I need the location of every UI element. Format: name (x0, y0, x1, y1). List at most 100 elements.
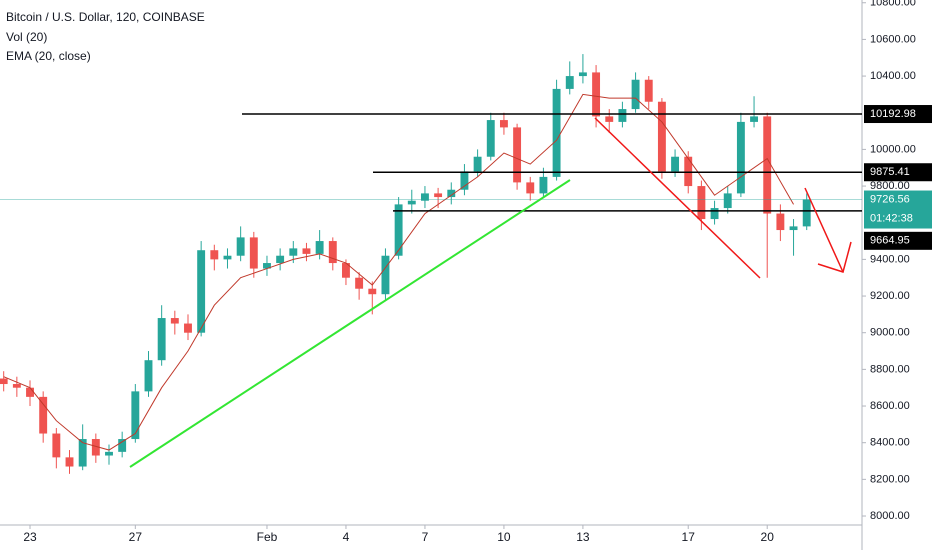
candle-body (276, 255, 285, 264)
x-tick-label: 27 (129, 530, 143, 544)
candle-body (618, 109, 627, 122)
trend-line (594, 117, 761, 279)
y-tick-label: 10000.00 (870, 143, 916, 155)
y-tick-label: 10800.00 (870, 0, 916, 9)
last-price-box (864, 190, 932, 229)
y-tick-label: 8400.00 (870, 437, 910, 449)
arrow-head (817, 241, 852, 273)
candle-body (381, 255, 390, 295)
level-label-box (864, 163, 932, 182)
candle-body (657, 101, 666, 172)
candle-body (342, 263, 350, 278)
candle-body (539, 176, 548, 194)
candle-body (394, 204, 403, 256)
level-label-box (864, 105, 932, 124)
candle-body (105, 451, 113, 456)
countdown-label: 01:42:38 (870, 212, 913, 224)
candle-body (697, 186, 706, 220)
candle-body (736, 121, 745, 194)
candle-body (52, 433, 61, 458)
candle-body (605, 116, 614, 122)
indicator-label: EMA (20, close) (6, 49, 91, 63)
candle-body (513, 127, 522, 183)
x-tick-label: 23 (23, 530, 37, 544)
x-tick-label: 10 (497, 530, 511, 544)
candle-body (355, 277, 364, 289)
level-label: 10192.98 (870, 108, 916, 120)
candle-body (131, 391, 140, 440)
candle-body (763, 116, 772, 214)
level-label: 9875.41 (870, 166, 910, 178)
x-tick-label: 17 (682, 530, 696, 544)
ema-line (3, 93, 794, 451)
y-tick-label: 9000.00 (870, 327, 910, 339)
y-tick-label: 9800.00 (870, 180, 910, 192)
x-tick-label: 20 (761, 530, 775, 544)
candle-body (526, 182, 535, 194)
level-label: 9664.95 (870, 235, 910, 247)
level-label-box (864, 231, 932, 250)
candle-body (26, 387, 34, 397)
candle-body (368, 288, 377, 295)
candle-body (184, 323, 192, 333)
x-tick-label: 13 (576, 530, 590, 544)
trend-line (129, 179, 571, 468)
arrow (804, 187, 844, 273)
candle-body (789, 226, 798, 231)
last-price-label: 9726.56 (870, 193, 910, 205)
candle-body (263, 263, 271, 269)
candle-body (223, 255, 232, 260)
candle-body (631, 79, 640, 110)
x-tick-label: 4 (343, 530, 350, 544)
candle-body (65, 457, 74, 467)
indicator-label: Vol (20) (6, 30, 47, 44)
candle-body (644, 79, 653, 102)
x-tick-label: 7 (422, 530, 429, 544)
candle-body (671, 156, 680, 172)
candle-body (12, 384, 21, 388)
y-tick-label: 8200.00 (870, 473, 910, 485)
candle-body (302, 248, 311, 254)
candle-body (328, 241, 337, 264)
candle-body (157, 318, 166, 361)
candle-body (91, 439, 100, 456)
candle-body (447, 189, 456, 198)
candle-body (289, 248, 298, 256)
y-tick-label: 8000.00 (870, 510, 910, 522)
candle-body (552, 88, 561, 177)
y-tick-label: 8600.00 (870, 400, 910, 412)
y-tick-label: 9200.00 (870, 290, 910, 302)
candle-body (684, 156, 693, 187)
candle-body (210, 250, 219, 260)
candle-body (315, 241, 324, 254)
candle-body (473, 156, 482, 172)
candle-body (486, 120, 495, 157)
symbol-title: Bitcoin / U.S. Dollar, 120, COINBASE (6, 10, 205, 24)
plot (0, 54, 862, 474)
candle-body (710, 208, 719, 220)
candle-body (460, 171, 469, 190)
candle-body (750, 116, 759, 122)
y-tick-label: 8800.00 (870, 363, 910, 375)
y-tick-label: 10400.00 (870, 70, 916, 82)
candle-body (144, 360, 153, 392)
y-tick-label: 10600.00 (870, 33, 916, 45)
candle-body (39, 396, 48, 434)
candle-body (592, 72, 601, 117)
candle-body (776, 213, 785, 231)
candle-body (0, 378, 8, 385)
candle-body (578, 72, 587, 77)
candle-body (802, 199, 811, 227)
candle-body (118, 439, 127, 452)
candle-body (565, 76, 574, 89)
candle-body (723, 193, 732, 209)
candle-body (197, 250, 206, 333)
x-tick-label: Feb (257, 530, 278, 544)
candle-body (434, 193, 443, 198)
candle-body (249, 237, 258, 269)
candle-body (499, 120, 508, 128)
candle-body (407, 200, 416, 205)
candle-body (420, 193, 429, 201)
